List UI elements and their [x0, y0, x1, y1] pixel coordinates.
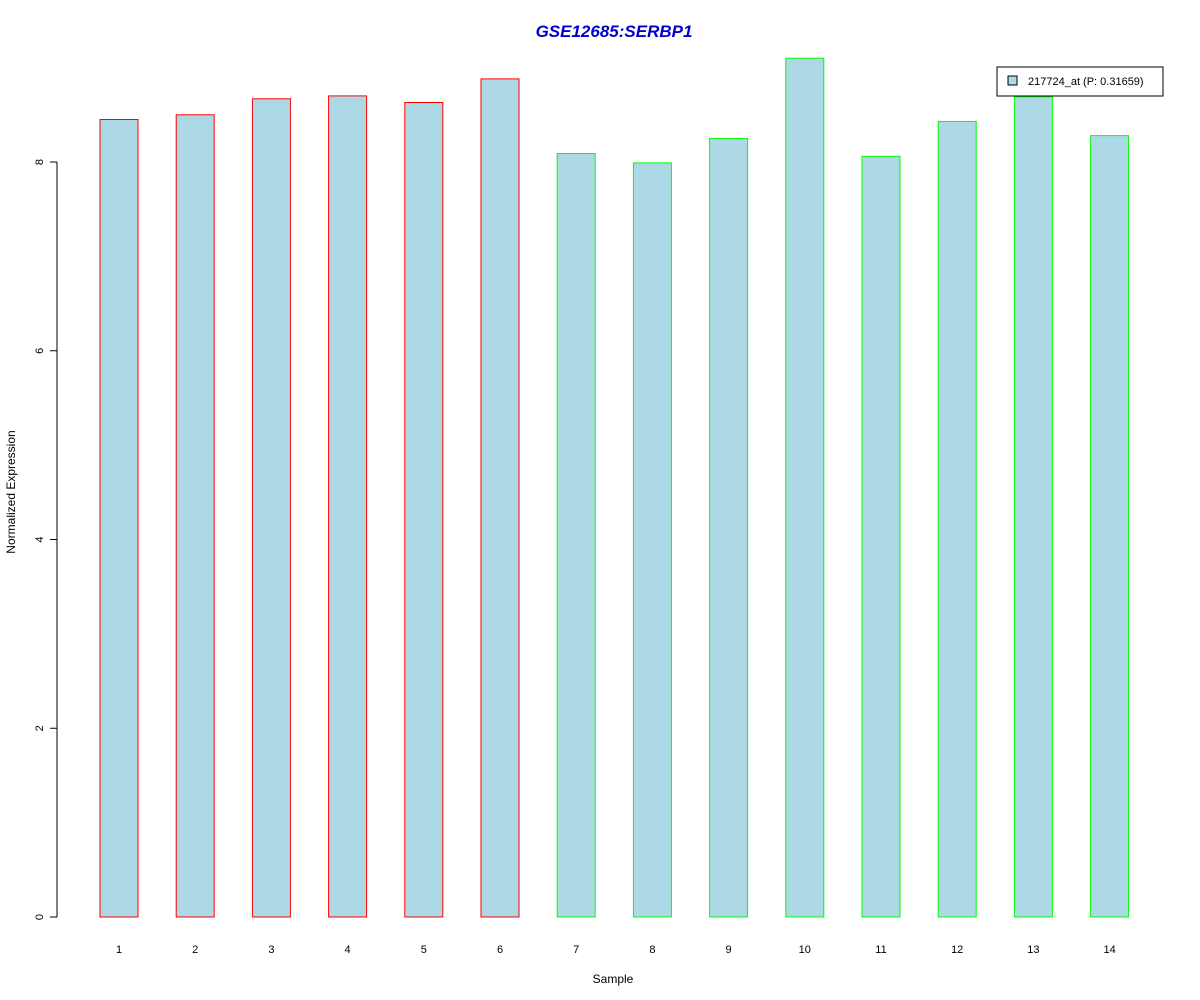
x-tick-label: 13	[1027, 944, 1039, 956]
x-tick-label: 1	[116, 944, 122, 956]
x-tick-label: 4	[345, 944, 351, 956]
bar-sample-8	[632, 162, 672, 918]
bar-sample-7	[556, 153, 596, 918]
y-tick-label: 2	[34, 725, 46, 731]
bar-sample-2	[175, 114, 215, 918]
bar-sample-12	[937, 120, 977, 918]
x-tick-label: 8	[649, 944, 655, 956]
x-tick-label: 14	[1103, 944, 1115, 956]
bar-sample-10	[785, 57, 825, 918]
x-tick-label: 11	[875, 944, 886, 956]
y-tick-label: 6	[34, 348, 46, 354]
bar-sample-14	[1090, 135, 1130, 918]
chart-title: GSE12685:SERBP1	[536, 22, 693, 41]
x-tick-label: 10	[799, 944, 811, 956]
x-axis-ticks: 1 2 3 4 5 6 7 8 9 10 11 12 13 14	[116, 944, 1116, 956]
x-tick-label: 5	[421, 944, 427, 956]
bar-sample-9	[709, 137, 749, 918]
x-tick-label: 9	[726, 944, 732, 956]
x-tick-label: 3	[268, 944, 274, 956]
x-tick-label: 2	[192, 944, 198, 956]
y-tick-label: 0	[34, 914, 46, 920]
bars	[99, 57, 1130, 918]
legend: 217724_at (P: 0.31659)	[996, 66, 1164, 97]
bar-sample-13	[1013, 96, 1053, 918]
legend-label: 217724_at (P: 0.31659)	[1028, 76, 1144, 88]
x-tick-label: 7	[573, 944, 579, 956]
y-axis: 0 2 4 6 8	[34, 159, 58, 920]
x-tick-label: 12	[951, 944, 963, 956]
y-tick-label: 8	[34, 159, 46, 165]
bar-sample-3	[251, 98, 291, 918]
bar-sample-6	[480, 78, 520, 918]
y-tick-label: 4	[34, 536, 46, 542]
bar-sample-5	[404, 102, 444, 918]
y-axis-label: Normalized Expression	[4, 430, 18, 553]
bar-sample-11	[861, 155, 901, 918]
x-tick-label: 6	[497, 944, 503, 956]
x-axis-label: Sample	[593, 972, 634, 986]
bar-sample-4	[328, 95, 368, 918]
bar-sample-1	[99, 119, 139, 918]
legend-swatch	[1007, 75, 1018, 86]
legend-box	[996, 66, 1164, 97]
